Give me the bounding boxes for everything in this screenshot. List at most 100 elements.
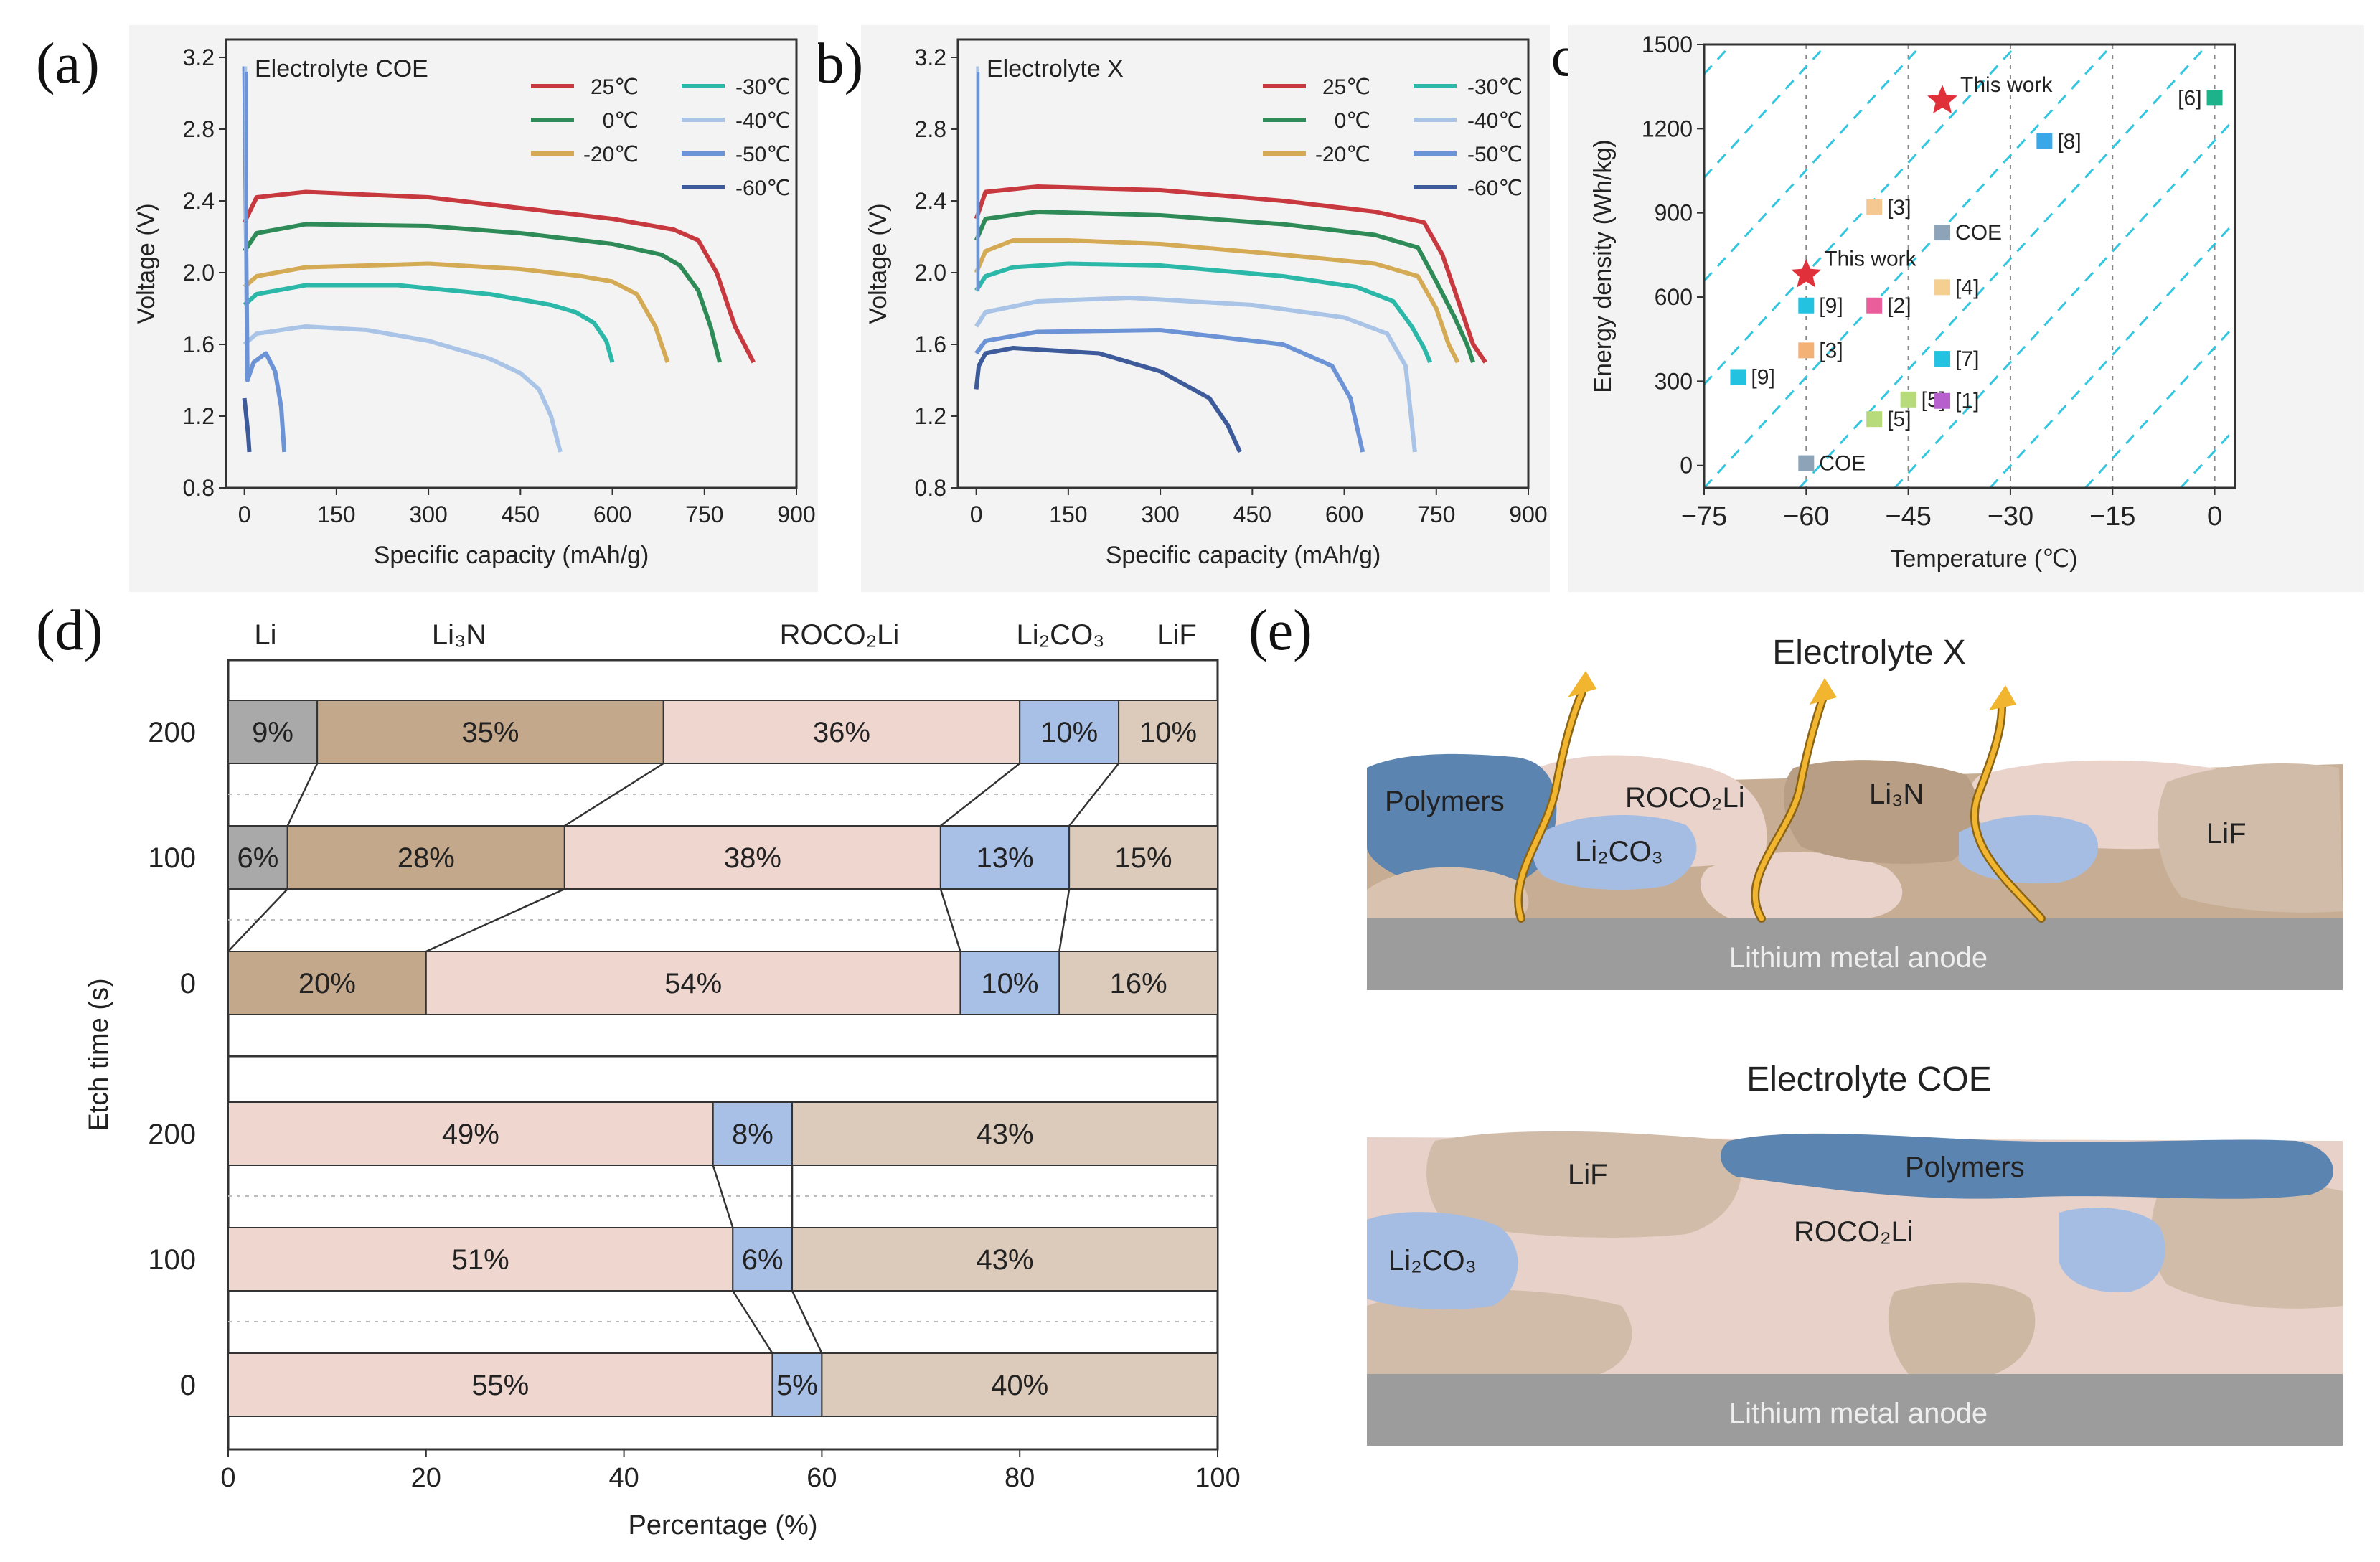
arrow-3-hl (1972, 704, 2044, 921)
y-tick-label: 900 (1655, 200, 1693, 226)
series-line (974, 210, 1475, 363)
bottom-lif-blob-3 (1367, 1289, 1632, 1374)
y-tick-label: 300 (1655, 368, 1693, 394)
etch-time-label: 100 (148, 842, 196, 874)
bar-segment (939, 825, 1071, 890)
point-label: [2] (1887, 294, 1911, 318)
top-anode (1367, 918, 2343, 990)
data-point-star (1927, 85, 1957, 113)
segment-label: 10% (1139, 717, 1197, 748)
bottom-li2co3-blob-2 (2059, 1207, 2165, 1292)
point-label: [3] (1887, 196, 1911, 220)
point-label: [3] (1819, 339, 1843, 362)
y-tick-label: 1.6 (183, 331, 215, 357)
point-label: This work (1960, 73, 2053, 97)
x-tick-label: 600 (1325, 502, 1363, 527)
panel-e-schematic: Electrolyte X Lithium metal anode Polyme… (1367, 634, 2343, 1446)
guide-line (1704, 44, 2018, 387)
boundary-connector (939, 888, 961, 952)
y-tick-label: 2.4 (183, 188, 215, 214)
segment-label: 55% (471, 1370, 529, 1401)
bottom-lif-blob (1426, 1131, 1742, 1238)
bar-segment (1068, 825, 1219, 890)
point-label: [1] (1955, 390, 1979, 413)
x-axis-label: Specific capacity (mAh/g) (1106, 542, 1381, 569)
x-axis-label: Specific capacity (mAh/g) (374, 542, 649, 569)
bar-segment (732, 1227, 794, 1292)
plot-frame (1703, 43, 2236, 489)
bottom-lif-blob-4 (1888, 1282, 2036, 1374)
component-header: Li₂CO₃ (1017, 619, 1105, 651)
bar-segment (563, 825, 941, 890)
boundary-connector (732, 1290, 773, 1354)
legend-label: -60℃ (735, 177, 791, 200)
y-tick-label: 1500 (1642, 32, 1693, 57)
data-point (1900, 391, 1916, 408)
data-point (1934, 351, 1951, 367)
plot-area (1704, 44, 2235, 488)
boundary-connector (791, 1290, 823, 1354)
plot-frame (225, 38, 798, 489)
boundary-connector (1068, 763, 1120, 827)
guide-line (2084, 324, 2235, 488)
y-tick-label: 0.8 (915, 475, 946, 501)
x-tick-label: 450 (502, 502, 540, 527)
y-tick-label: 3.2 (915, 44, 946, 70)
y-tick-label: 2.4 (915, 188, 946, 214)
segment-label: 28% (398, 842, 455, 874)
top-roco-blob-3 (1701, 852, 1903, 918)
point-label: [9] (1751, 366, 1774, 390)
guide-line (1704, 44, 2114, 488)
data-point (1934, 279, 1951, 296)
panel-c-energy-density: −75 −60 −45 −30 −15 0 0 300 600 900 1200 1500 Temper… (1589, 32, 2236, 573)
y-tick-label: 2.0 (915, 260, 946, 286)
data-point (1730, 369, 1746, 385)
panel-d-composition: Li Li₃N ROCO₂Li Li₂CO₃ LiF 0 20 40 60 80 100 Percen… (84, 619, 1241, 1540)
plot-frame (227, 659, 1219, 1451)
data-point (1934, 392, 1951, 409)
data-point (2036, 133, 2053, 149)
panel-b-discharge-x: 0 150 300 450 600 750 900 0.8 1.2 1.6 2.0 2.4 2.8 3.2… (865, 38, 1548, 569)
series-line (974, 328, 1365, 453)
x-tick-label: −60 (1783, 502, 1829, 532)
y-tick-label: 1.2 (915, 403, 946, 429)
series-line (974, 184, 1487, 364)
series-line (242, 397, 252, 453)
component-header: Li₃N (432, 619, 486, 651)
panel-tag-d: (d) (36, 599, 103, 662)
y-tick-label: 1200 (1642, 116, 1693, 141)
x-tick-label: 80 (1005, 1463, 1035, 1493)
y-axis-label: Etch time (s) (84, 978, 114, 1131)
boundary-connector (940, 763, 1020, 827)
series-line (243, 222, 723, 363)
legend-label: -50℃ (735, 143, 791, 166)
segment-label: 51% (452, 1244, 509, 1276)
segment-label: 43% (976, 1244, 1033, 1276)
legend-label: 0℃ (603, 109, 639, 133)
bottom-anode-label: Lithium metal anode (1729, 1398, 1988, 1429)
arrow-1-hl (1515, 690, 1585, 921)
y-tick-label: 3.2 (183, 44, 215, 70)
top-roco2li-label: ROCO₂Li (1625, 782, 1745, 814)
x-tick-label: 60 (806, 1463, 837, 1493)
etch-time-label: 0 (180, 1370, 196, 1401)
series-line (974, 238, 1460, 364)
y-tick-label: 1.6 (915, 331, 946, 357)
x-tick-label: −30 (1988, 502, 2033, 532)
series-line (243, 324, 563, 453)
y-tick-label: 2.8 (915, 116, 946, 142)
boundary-connector (1058, 888, 1071, 952)
bar-segment (227, 1352, 773, 1417)
bar-segment (1118, 700, 1218, 764)
segment-label: 38% (724, 842, 781, 874)
series-line (243, 261, 670, 363)
bar-segment (712, 1101, 794, 1166)
top-anode-label: Lithium metal anode (1729, 942, 1988, 974)
data-point (1866, 297, 1883, 314)
panel-e-bottom-title: Electrolyte COE (1746, 1060, 1991, 1098)
legend-label: -20℃ (583, 143, 639, 166)
data-point (1934, 225, 1951, 241)
y-tick-label: 600 (1655, 284, 1693, 310)
bar-segment (227, 951, 427, 1015)
arrow-2-hl (1752, 697, 1825, 921)
